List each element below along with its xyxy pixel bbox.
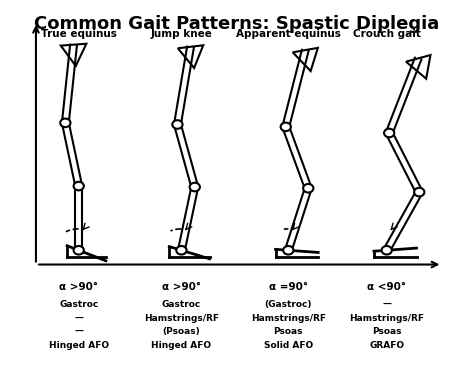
Text: Psoas: Psoas: [372, 327, 401, 336]
Text: —: —: [74, 314, 83, 323]
Circle shape: [73, 182, 84, 190]
Circle shape: [73, 246, 84, 254]
Text: Hinged AFO: Hinged AFO: [151, 341, 211, 350]
Text: GRAFO: GRAFO: [369, 341, 404, 350]
Text: True equinus: True equinus: [41, 29, 117, 39]
Circle shape: [176, 246, 187, 254]
Text: α >90°: α >90°: [59, 283, 98, 292]
Text: Solid AFO: Solid AFO: [264, 341, 313, 350]
Text: —: —: [74, 327, 83, 336]
Text: (Gastroc): (Gastroc): [264, 300, 312, 309]
Text: Hinged AFO: Hinged AFO: [49, 341, 109, 350]
Circle shape: [382, 246, 392, 254]
Circle shape: [281, 123, 291, 131]
Circle shape: [414, 188, 424, 196]
Circle shape: [303, 184, 313, 192]
Circle shape: [283, 246, 293, 254]
Text: Hamstrings/RF: Hamstrings/RF: [251, 314, 326, 323]
Text: Hamstrings/RF: Hamstrings/RF: [349, 314, 424, 323]
Text: (Psoas): (Psoas): [163, 327, 201, 336]
Text: Psoas: Psoas: [273, 327, 303, 336]
Text: α =90°: α =90°: [269, 283, 308, 292]
Circle shape: [173, 120, 182, 129]
Text: Apparent equinus: Apparent equinus: [236, 29, 341, 39]
Circle shape: [384, 129, 394, 137]
Text: —: —: [382, 300, 391, 309]
Text: Gastroc: Gastroc: [59, 300, 98, 309]
Circle shape: [60, 119, 71, 127]
Circle shape: [190, 183, 200, 191]
Text: α <90°: α <90°: [367, 283, 406, 292]
Text: Common Gait Patterns: Spastic Diplegia: Common Gait Patterns: Spastic Diplegia: [35, 15, 439, 33]
Text: Crouch gait: Crouch gait: [353, 29, 420, 39]
Text: Gastroc: Gastroc: [162, 300, 201, 309]
Text: α >90°: α >90°: [162, 283, 201, 292]
Text: Hamstrings/RF: Hamstrings/RF: [144, 314, 219, 323]
Text: Jump knee: Jump knee: [150, 29, 212, 39]
